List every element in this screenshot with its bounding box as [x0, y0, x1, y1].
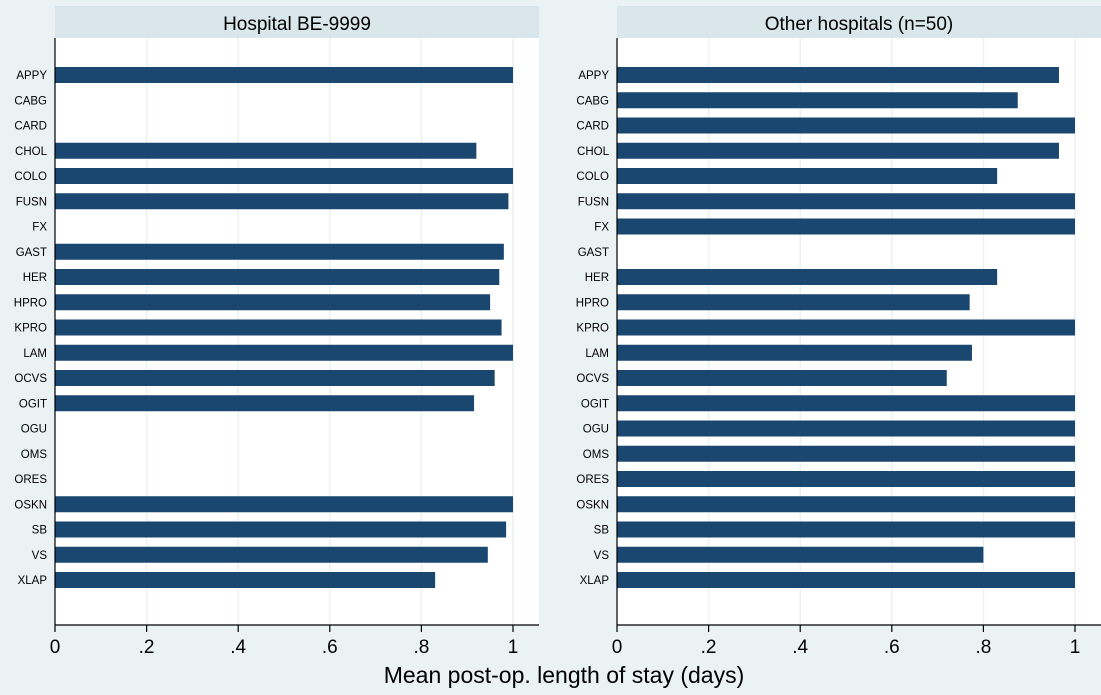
- x-axis-label: Mean post-op. length of stay (days): [384, 662, 745, 688]
- bar: [55, 294, 491, 311]
- category-label: LAM: [23, 348, 47, 360]
- panel-title: Other hospitals (n=50): [765, 14, 954, 35]
- bar: [617, 218, 1075, 235]
- category-label: FX: [32, 222, 47, 234]
- bar: [55, 344, 513, 361]
- bar: [55, 67, 513, 83]
- category-label: CARD: [576, 121, 609, 133]
- chart-panel-2: Other hospitals (n=50) APPY CABG CARD CHOL CO…: [576, 6, 1101, 658]
- bar: [617, 546, 984, 563]
- category-label: OCVS: [14, 373, 47, 385]
- x-tick-label: 1: [508, 637, 519, 658]
- category-label: FX: [594, 222, 609, 234]
- bar: [55, 370, 495, 386]
- category-label: OSKN: [576, 499, 609, 511]
- bar: [55, 546, 488, 563]
- bar: [617, 445, 1075, 462]
- category-label: ORES: [14, 474, 47, 486]
- bar: [617, 471, 1075, 487]
- category-label: HPRO: [14, 297, 47, 309]
- category-label: CARD: [14, 121, 47, 133]
- bar: [617, 168, 998, 184]
- category-label: OGIT: [581, 398, 609, 410]
- panel-title-strip: [617, 6, 1101, 38]
- category-label: XLAP: [18, 575, 48, 587]
- bar: [617, 344, 972, 361]
- bar: [55, 572, 436, 588]
- category-label: OSKN: [14, 499, 47, 511]
- bar: [617, 319, 1075, 336]
- bar: [55, 521, 507, 538]
- category-label: CHOL: [577, 146, 610, 158]
- category-label: LAM: [585, 348, 609, 360]
- bar: [55, 395, 475, 412]
- category-label: OGU: [583, 424, 609, 436]
- category-label: OCVS: [576, 373, 609, 385]
- category-label: APPY: [16, 70, 47, 82]
- bar: [617, 420, 1075, 437]
- bar: [617, 395, 1075, 412]
- category-label: APPY: [578, 70, 609, 82]
- category-label: SB: [594, 525, 610, 537]
- category-label: VS: [32, 550, 48, 562]
- bar: [617, 370, 947, 386]
- x-tick-label: .2: [701, 637, 717, 658]
- category-label: XLAP: [580, 575, 610, 587]
- category-label: HER: [23, 272, 47, 284]
- category-label: KPRO: [14, 323, 47, 335]
- category-label: FUSN: [578, 196, 609, 208]
- x-tick-label: .2: [139, 637, 155, 658]
- category-label: GAST: [16, 247, 47, 259]
- x-tick-label: .8: [413, 637, 429, 658]
- category-label: COLO: [576, 171, 609, 183]
- bar: [617, 294, 970, 311]
- category-label: VS: [594, 550, 610, 562]
- bar: [55, 319, 502, 336]
- x-tick-label: .6: [884, 637, 900, 658]
- x-tick-label: .8: [975, 637, 991, 658]
- bar: [617, 521, 1075, 538]
- bar: [617, 193, 1075, 210]
- bar: [617, 92, 1018, 109]
- panel-title-strip: [55, 6, 539, 38]
- category-label: OGIT: [19, 398, 47, 410]
- category-label: CHOL: [15, 146, 48, 158]
- category-label: FUSN: [16, 196, 47, 208]
- category-label: GAST: [578, 247, 609, 259]
- x-tick-label: 0: [612, 637, 623, 658]
- x-tick-label: 1: [1070, 637, 1081, 658]
- chart-panel-1: Hospital BE-9999 APPY CABG CARD CHOL COLO FUSN…: [14, 6, 539, 658]
- category-label: KPRO: [576, 323, 609, 335]
- bar: [55, 496, 513, 513]
- x-tick-label: .4: [792, 637, 808, 658]
- bar: [617, 572, 1075, 588]
- category-label: COLO: [14, 171, 47, 183]
- category-label: ORES: [576, 474, 609, 486]
- bar: [617, 142, 1059, 159]
- category-label: CABG: [14, 95, 47, 107]
- category-label: OMS: [583, 449, 610, 461]
- bar: [55, 269, 500, 285]
- x-tick-label: 0: [50, 637, 61, 658]
- category-label: OMS: [21, 449, 48, 461]
- x-tick-label: .6: [322, 637, 338, 658]
- category-label: HER: [585, 272, 609, 284]
- bar: [55, 142, 477, 159]
- category-label: SB: [32, 525, 48, 537]
- category-label: HPRO: [576, 297, 609, 309]
- category-label: OGU: [21, 424, 47, 436]
- bar: [55, 243, 504, 260]
- bar: [617, 67, 1059, 83]
- bar: [617, 269, 998, 285]
- category-label: CABG: [576, 95, 609, 107]
- x-tick-label: .4: [230, 637, 246, 658]
- bar: [617, 117, 1075, 134]
- panel-title: Hospital BE-9999: [223, 14, 371, 35]
- bar: [55, 168, 513, 184]
- bar: [55, 193, 509, 210]
- bar: [617, 496, 1075, 513]
